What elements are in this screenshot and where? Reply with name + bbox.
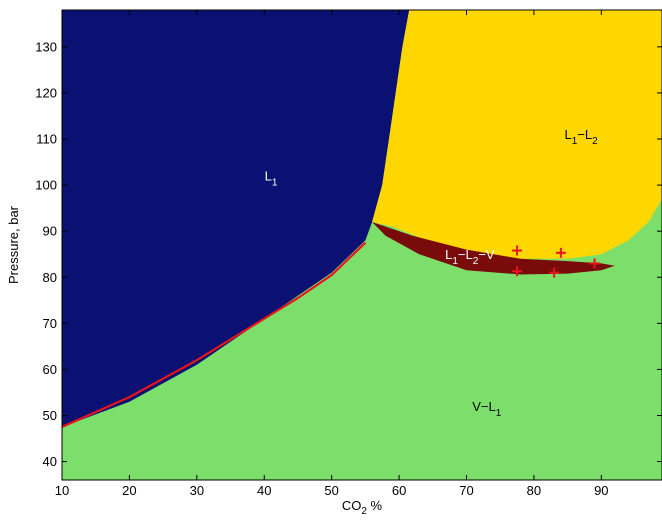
region-l1 <box>62 10 410 427</box>
data-marker <box>549 267 560 278</box>
y-tick-label: 40 <box>43 454 57 469</box>
region-labels: L1 L1−L2 L1−L2−V V−L1 <box>265 127 599 419</box>
data-marker <box>589 258 600 269</box>
y-tick-label: 50 <box>43 408 57 423</box>
y-tick-label: 70 <box>43 316 57 331</box>
x-tick-label: 80 <box>527 483 541 498</box>
x-tick-label: 20 <box>122 483 136 498</box>
region-label-l1-l2-v: L1−L2−V <box>445 247 495 267</box>
x-tick-label: 10 <box>55 483 69 498</box>
y-tick-label: 100 <box>35 178 57 193</box>
x-tick-label: 90 <box>594 483 608 498</box>
x-tick-label: 50 <box>324 483 338 498</box>
region-l1-l2 <box>372 10 662 259</box>
y-axis-title: Pressure, bar <box>6 205 21 284</box>
region-label-l1-l2: L1−L2 <box>565 127 599 147</box>
y-tick-label: 60 <box>43 362 57 377</box>
region-label-l1: L1 <box>265 168 278 188</box>
data-marker <box>512 245 523 256</box>
overlay-layer <box>62 241 600 429</box>
x-tick-label: 60 <box>392 483 406 498</box>
x-tick-label: 70 <box>459 483 473 498</box>
y-tick-label: 120 <box>35 85 57 100</box>
x-tick-label: 30 <box>190 483 204 498</box>
axes: 10 20 30 40 50 60 70 80 90 40 50 60 70 80 90 100 110 120 1… <box>35 9 662 498</box>
y-tick-label: 110 <box>36 132 57 147</box>
plot-area <box>62 10 662 480</box>
y-tick-label: 90 <box>43 224 57 239</box>
x-axis-title: CO2 % <box>342 498 383 517</box>
plot-frame <box>61 9 662 481</box>
region-label-v-l1: V−L1 <box>472 399 502 419</box>
region-l1-l2-v <box>372 222 615 275</box>
y-tick-label: 80 <box>43 270 57 285</box>
data-marker <box>555 247 566 258</box>
y-tick-label: 130 <box>35 39 57 54</box>
data-marker <box>512 266 523 277</box>
boundary-line <box>62 241 367 429</box>
x-tick-label: 40 <box>257 483 271 498</box>
